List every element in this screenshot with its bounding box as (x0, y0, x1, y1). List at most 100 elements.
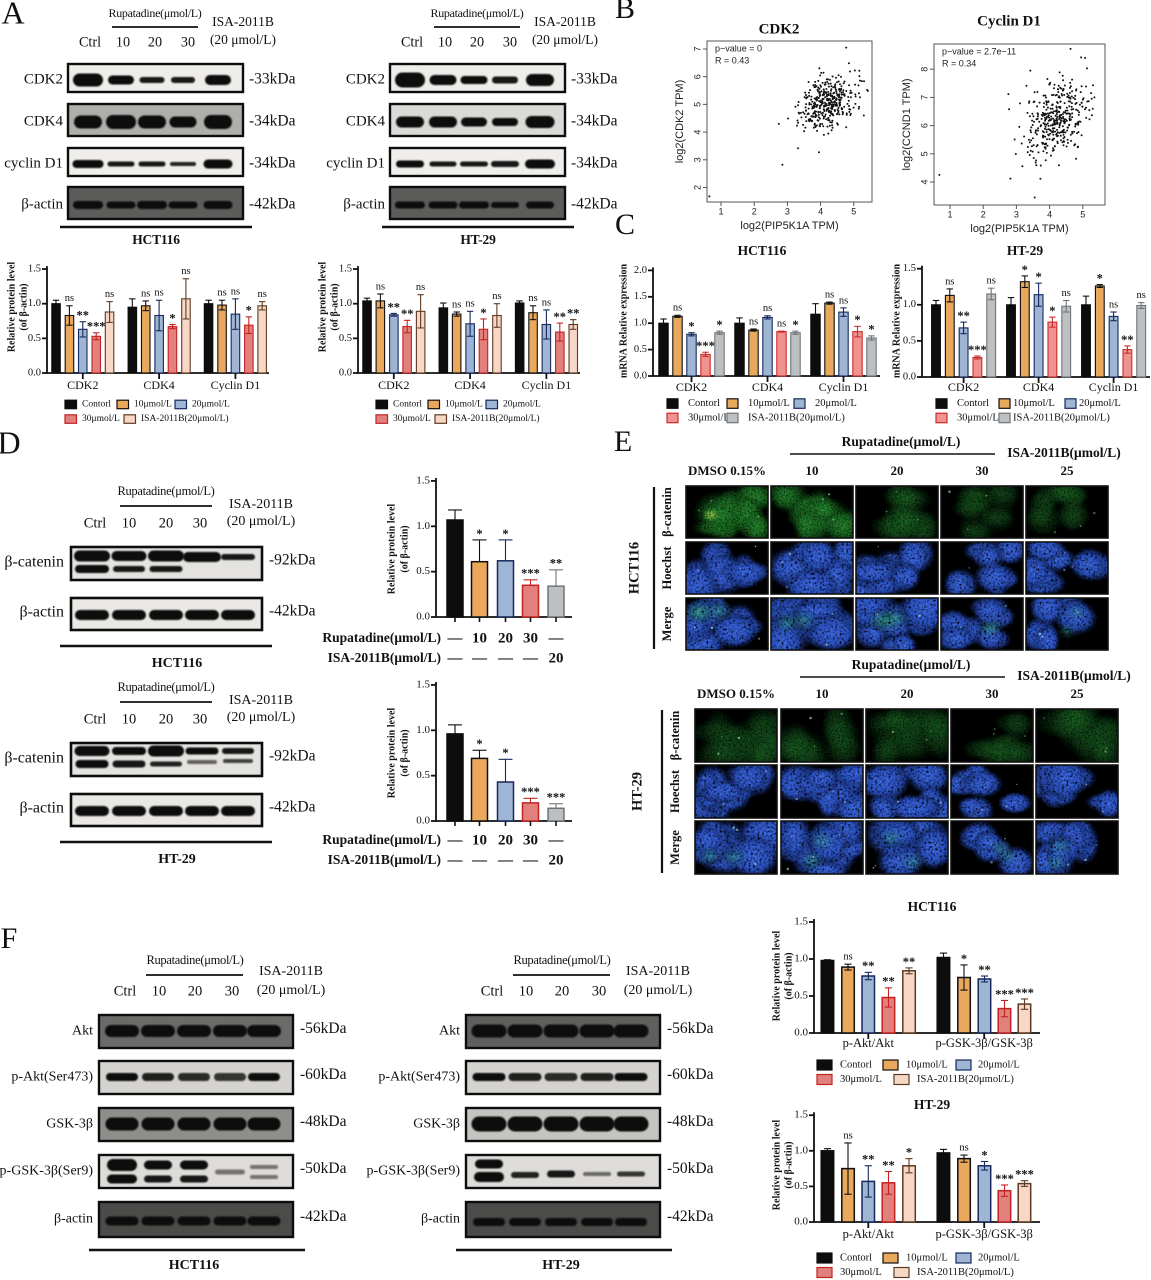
svg-text:(of β-actin): (of β-actin) (399, 729, 410, 776)
svg-text:-42kDa: -42kDa (269, 603, 316, 620)
svg-text:ns: ns (492, 291, 501, 302)
svg-text:10: 10 (472, 832, 487, 848)
svg-text:—: — (471, 852, 488, 868)
svg-text:(20 μmol/L): (20 μmol/L) (532, 32, 598, 47)
svg-text:30μmol/L: 30μmol/L (957, 412, 999, 423)
svg-text:0.0: 0.0 (794, 1027, 808, 1039)
svg-text:0.0: 0.0 (28, 367, 41, 378)
svg-text:Rupatadine(μmol/L): Rupatadine(μmol/L) (108, 6, 201, 20)
svg-text:p-GSK-3β/GSK-3β: p-GSK-3β/GSK-3β (935, 1036, 1032, 1050)
svg-text:HT-29: HT-29 (1007, 243, 1044, 258)
svg-text:10μmol/L: 10μmol/L (1013, 398, 1055, 409)
svg-text:-34kDa: -34kDa (571, 113, 618, 130)
svg-text:cyclin D1: cyclin D1 (326, 155, 385, 171)
svg-text:Rupatadine(μmol/L): Rupatadine(μmol/L) (322, 832, 441, 847)
svg-text:*: * (868, 323, 874, 337)
svg-text:2.0: 2.0 (634, 265, 647, 276)
svg-text:ns: ns (1137, 290, 1146, 301)
svg-text:*: * (1035, 270, 1041, 284)
svg-text:Rupatadine(μmol/L): Rupatadine(μmol/L) (852, 657, 971, 672)
svg-text:β-actin: β-actin (421, 1212, 460, 1227)
svg-text:—: — (522, 650, 539, 666)
svg-text:20: 20 (549, 650, 564, 666)
svg-text:CDK2: CDK2 (676, 380, 707, 394)
svg-text:20μmol/L: 20μmol/L (192, 400, 230, 410)
svg-text:Akt: Akt (439, 1024, 460, 1039)
svg-text:-48kDa: -48kDa (300, 1113, 347, 1130)
svg-text:***: *** (968, 343, 987, 357)
svg-text:30: 30 (225, 983, 240, 999)
svg-text:0.0: 0.0 (339, 367, 352, 378)
svg-text:Merge: Merge (668, 830, 682, 865)
svg-text:5: 5 (919, 151, 929, 156)
svg-text:ns: ns (777, 319, 786, 330)
svg-text:20μmol/L: 20μmol/L (815, 398, 857, 409)
svg-text:30: 30 (181, 34, 195, 50)
svg-text:0.0: 0.0 (416, 611, 430, 623)
svg-text:ns: ns (65, 293, 74, 304)
svg-text:p-Akt/Akt: p-Akt/Akt (843, 1036, 895, 1050)
svg-text:R = 0.34: R = 0.34 (942, 58, 976, 68)
svg-text:6: 6 (919, 123, 929, 128)
svg-text:CDK2: CDK2 (24, 71, 63, 87)
svg-text:20μmol/L: 20μmol/L (503, 400, 541, 410)
svg-text:Contorl: Contorl (82, 400, 111, 410)
svg-text:3: 3 (692, 157, 702, 162)
svg-text:ISA-2011B: ISA-2011B (534, 14, 596, 29)
svg-text:CDK2: CDK2 (948, 380, 979, 394)
svg-text:GSK-3β: GSK-3β (413, 1117, 460, 1132)
svg-text:0.0: 0.0 (794, 1216, 808, 1228)
svg-text:**: ** (882, 975, 895, 989)
svg-text:ISA-2011B(20μmol/L): ISA-2011B(20μmol/L) (1013, 412, 1110, 423)
svg-text:ISA-2011B: ISA-2011B (212, 14, 274, 29)
svg-text:Akt: Akt (72, 1024, 93, 1039)
svg-text:Rupatadine(μmol/L): Rupatadine(μmol/L) (430, 6, 523, 20)
svg-text:*: * (792, 318, 798, 332)
svg-text:0.5: 0.5 (794, 990, 808, 1002)
svg-text:β-catenin: β-catenin (668, 711, 682, 761)
svg-text:***: *** (521, 567, 540, 581)
svg-text:0.0: 0.0 (634, 370, 647, 381)
svg-text:30: 30 (592, 983, 607, 999)
svg-text:10μmol/L: 10μmol/L (906, 1059, 948, 1070)
svg-text:-56kDa: -56kDa (667, 1020, 714, 1037)
svg-text:Cyclin D1: Cyclin D1 (1089, 380, 1139, 394)
svg-text:Ctrl: Ctrl (114, 983, 137, 999)
svg-text:10: 10 (519, 983, 534, 999)
svg-text:30: 30 (193, 711, 208, 727)
svg-text:p-GSK-3β/GSK-3β: p-GSK-3β/GSK-3β (935, 1227, 1032, 1241)
svg-text:CDK4: CDK4 (24, 113, 64, 129)
svg-text:ns: ns (825, 289, 834, 300)
svg-text:4: 4 (692, 130, 702, 135)
svg-text:p-GSK-3β(Ser9): p-GSK-3β(Ser9) (367, 1164, 461, 1179)
svg-text:**: ** (862, 959, 875, 973)
svg-text:-60kDa: -60kDa (667, 1066, 714, 1083)
svg-text:-34kDa: -34kDa (249, 155, 296, 172)
svg-text:**: ** (862, 1153, 875, 1167)
svg-text:CDK4: CDK4 (752, 380, 783, 394)
svg-text:30μmol/L: 30μmol/L (840, 1267, 882, 1278)
svg-text:***: *** (1015, 986, 1034, 1000)
svg-text:Hoechst: Hoechst (668, 769, 682, 813)
svg-text:Relative protein level: Relative protein level (317, 262, 328, 353)
svg-text:***: *** (547, 791, 566, 805)
svg-text:ns: ns (258, 289, 267, 300)
svg-text:ns: ns (217, 288, 226, 299)
svg-text:-56kDa: -56kDa (300, 1020, 347, 1037)
svg-text:*: * (502, 746, 508, 760)
svg-text:30: 30 (503, 34, 517, 50)
svg-text:E: E (614, 425, 632, 458)
svg-text:mRNA Relative expression: mRNA Relative expression (891, 263, 902, 378)
svg-text:HT-29: HT-29 (629, 772, 645, 811)
svg-text:—: — (522, 852, 539, 868)
svg-text:Contorl: Contorl (840, 1059, 872, 1070)
svg-text:20: 20 (555, 983, 570, 999)
svg-text:ns: ns (959, 1142, 968, 1153)
svg-text:ns: ns (452, 299, 461, 310)
svg-text:0.5: 0.5 (28, 333, 41, 344)
svg-text:Contorl: Contorl (688, 398, 720, 409)
svg-text:CDK2: CDK2 (378, 378, 409, 392)
svg-text:ns: ns (141, 288, 150, 299)
svg-text:0.5: 0.5 (903, 335, 916, 346)
svg-text:—: — (447, 832, 464, 848)
